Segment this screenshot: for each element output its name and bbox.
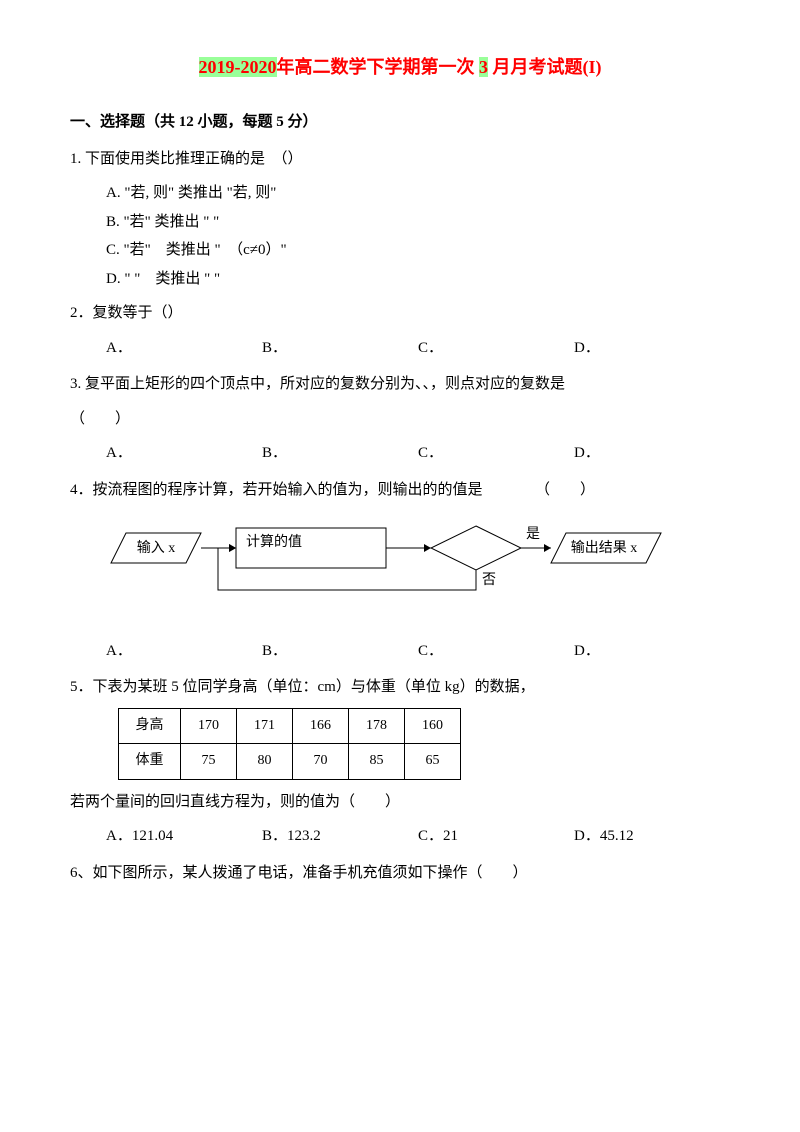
section-heading: 一、选择题（共 12 小题，每题 5 分） bbox=[70, 108, 730, 137]
q4-stem: 4．按流程图的程序计算，若开始输入的值为，则输出的的值是 （ ） bbox=[70, 476, 730, 505]
flow-calc-label: 计算的值 bbox=[246, 534, 302, 550]
q4-options: A． B． C． D． bbox=[70, 637, 730, 666]
q5-opt-b: B．123.2 bbox=[262, 822, 418, 851]
q5-w3: 85 bbox=[349, 744, 405, 780]
table-row: 身高 170 171 166 178 160 bbox=[119, 708, 461, 744]
q1-opt-d: D. " " 类推出 " " bbox=[70, 265, 730, 294]
q3-opt-a: A． bbox=[106, 439, 262, 468]
q5-h1: 171 bbox=[237, 708, 293, 744]
flowchart-diagram: 输入 x 计算的值 是 输出结果 x 否 bbox=[106, 518, 666, 608]
title-rest: 年高二数学下学期第一次 bbox=[277, 57, 475, 77]
q5-w2: 70 bbox=[293, 744, 349, 780]
title-year: 2019-2020 bbox=[199, 57, 277, 77]
q4-opt-a: A． bbox=[106, 637, 262, 666]
q5-row1-label: 身高 bbox=[119, 708, 181, 744]
page-title: 2019-2020年高二数学下学期第一次 3 月月考试题(I) bbox=[70, 50, 730, 84]
q2-opt-a: A． bbox=[106, 334, 262, 363]
q3-paren: （ ） bbox=[70, 405, 730, 434]
q5-opt-d: D．45.12 bbox=[574, 822, 730, 851]
q5-table: 身高 170 171 166 178 160 体重 75 80 70 85 65 bbox=[118, 708, 461, 780]
q2-opt-b: B． bbox=[262, 334, 418, 363]
q5-w0: 75 bbox=[181, 744, 237, 780]
q5-row2-label: 体重 bbox=[119, 744, 181, 780]
q1-opt-b: B. "若" 类推出 " " bbox=[70, 208, 730, 237]
flow-yes-label: 是 bbox=[526, 527, 540, 542]
q3-opt-c: C． bbox=[418, 439, 574, 468]
arrowhead-3 bbox=[544, 544, 551, 552]
q5-after: 若两个量间的回归直线方程为，则的值为（ ） bbox=[70, 788, 730, 817]
flow-no-label: 否 bbox=[482, 573, 496, 588]
q2-stem: 2．复数等于（） bbox=[70, 299, 730, 328]
q2-opt-d: D． bbox=[574, 334, 730, 363]
q5-opt-a: A．121.04 bbox=[106, 822, 262, 851]
q1-opt-a: A. "若, 则" 类推出 "若, 则" bbox=[70, 179, 730, 208]
q5-h4: 160 bbox=[405, 708, 461, 744]
q5-h2: 166 bbox=[293, 708, 349, 744]
q5-h3: 178 bbox=[349, 708, 405, 744]
q6-stem: 6、如下图所示，某人拨通了电话，准备手机充值须如下操作（ ） bbox=[70, 859, 730, 888]
q3-options: A． B． C． D． bbox=[70, 439, 730, 468]
flow-output-label: 输出结果 x bbox=[571, 540, 638, 556]
q5-options: A．121.04 B．123.2 C．21 D．45.12 bbox=[70, 822, 730, 851]
title-tail: 月月考试题(I) bbox=[493, 57, 602, 77]
q4-opt-d: D． bbox=[574, 637, 730, 666]
q5-stem: 5．下表为某班 5 位同学身高（单位：cm）与体重（单位 kg）的数据， bbox=[70, 673, 730, 702]
q5-opt-c: C．21 bbox=[418, 822, 574, 851]
q4-opt-b: B． bbox=[262, 637, 418, 666]
q2-opt-c: C． bbox=[418, 334, 574, 363]
q4-opt-c: C． bbox=[418, 637, 574, 666]
flow-decision-shape bbox=[431, 526, 521, 570]
q2-options: A． B． C． D． bbox=[70, 334, 730, 363]
q1-opt-c: C. "若" 类推出 " （c≠0）" bbox=[70, 236, 730, 265]
arrowhead-fb bbox=[229, 544, 236, 552]
table-row: 体重 75 80 70 85 65 bbox=[119, 744, 461, 780]
q3-stem: 3. 复平面上矩形的四个顶点中，所对应的复数分别为、、，则点对应的复数是 bbox=[70, 370, 730, 399]
q3-opt-b: B． bbox=[262, 439, 418, 468]
q3-opt-d: D． bbox=[574, 439, 730, 468]
q5-w4: 65 bbox=[405, 744, 461, 780]
title-month: 3 bbox=[479, 57, 488, 77]
q5-w1: 80 bbox=[237, 744, 293, 780]
q1-stem: 1. 下面使用类比推理正确的是 （） bbox=[70, 145, 730, 174]
flow-input-label: 输入 x bbox=[137, 540, 176, 556]
q5-h0: 170 bbox=[181, 708, 237, 744]
